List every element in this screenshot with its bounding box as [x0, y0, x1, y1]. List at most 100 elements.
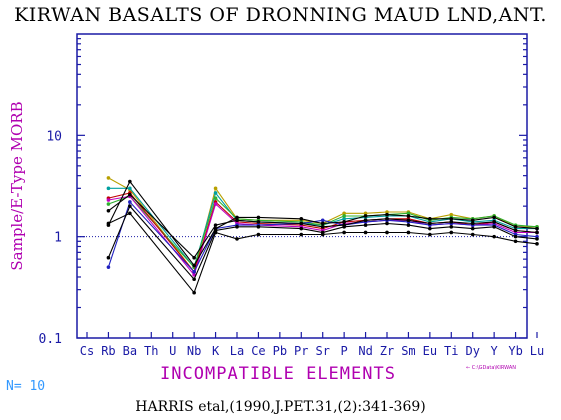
x-tick-label: Cs	[80, 344, 94, 358]
data-point	[449, 212, 454, 217]
data-point	[128, 179, 132, 184]
x-tick-label: P	[341, 344, 348, 358]
series-line	[107, 205, 538, 281]
x-tick-label: Nd	[358, 344, 372, 358]
data-point	[299, 221, 304, 226]
data-point	[213, 186, 218, 191]
data-point	[385, 210, 389, 214]
data-point	[106, 202, 111, 206]
data-point	[535, 237, 539, 241]
data-point	[406, 214, 411, 218]
data-point	[406, 218, 411, 223]
data-point	[470, 232, 475, 237]
data-point	[320, 218, 325, 223]
data-point	[363, 230, 368, 235]
data-point	[235, 215, 239, 220]
data-point	[106, 186, 111, 191]
x-tick-label: Ce	[251, 344, 265, 358]
data-point	[363, 218, 368, 223]
series-line	[108, 195, 538, 269]
data-point	[449, 220, 454, 224]
x-tick-label: Pb	[273, 344, 287, 358]
y-tick-label: 10	[46, 129, 62, 144]
data-point	[256, 215, 261, 220]
data-point	[492, 215, 496, 220]
data-point	[342, 217, 346, 221]
x-tick-labels: Cs Rb Ba Th U Nb K La Ce Pb Pr Sr P Nd Zr Sm Eu Ti Dy Y Yb Lu	[80, 344, 544, 358]
data-point	[192, 277, 196, 282]
data-point	[428, 232, 432, 237]
data-point	[235, 218, 239, 223]
data-point	[385, 217, 389, 221]
x-tick-label: Nb	[187, 344, 201, 358]
data-point	[449, 225, 454, 229]
series-line	[107, 180, 538, 267]
series-line	[108, 193, 538, 259]
data-point	[385, 221, 389, 226]
x-tick-label: Eu	[423, 344, 437, 358]
data-point	[213, 230, 218, 235]
series-7	[106, 179, 539, 268]
x-tick-label: Yb	[508, 344, 522, 358]
sample-count-label: N= 10	[6, 379, 46, 394]
data-point	[449, 230, 454, 235]
data-point	[299, 226, 304, 231]
data-point	[428, 226, 432, 231]
data-point	[213, 191, 218, 195]
data-point	[320, 232, 325, 237]
data-point	[128, 186, 132, 191]
data-point	[470, 221, 475, 226]
data-point	[535, 230, 539, 235]
data-point	[385, 212, 389, 217]
citation: HARRIS etal,(1990,J.PET.31,(2):341-369)	[135, 399, 426, 415]
plot-frame	[76, 33, 538, 339]
data-point	[128, 200, 132, 204]
data-point	[106, 198, 111, 202]
x-axis-label: INCOMPATIBLE ELEMENTS	[160, 364, 396, 384]
x-tick-label: Ti	[444, 344, 458, 358]
data-point	[128, 204, 132, 208]
data-point	[449, 217, 454, 221]
data-point	[106, 208, 111, 213]
data-point	[128, 192, 132, 197]
x-tick-label: Th	[144, 344, 158, 358]
data-point	[513, 228, 518, 233]
y-tick-label: 1	[54, 231, 62, 246]
data-point	[256, 220, 261, 224]
data-point	[428, 221, 432, 226]
data-point	[428, 217, 432, 221]
x-tick-label: Ba	[123, 344, 137, 358]
data-point	[299, 217, 304, 221]
series-10	[106, 211, 539, 295]
data-point	[192, 255, 196, 260]
x-tick-label: Lu	[530, 344, 544, 358]
series-lines	[106, 176, 539, 295]
data-point	[192, 290, 196, 295]
data-point	[385, 230, 389, 235]
data-point	[235, 237, 239, 241]
data-point	[342, 214, 346, 218]
x-tick-label: Zr	[380, 344, 394, 358]
data-point	[363, 214, 368, 218]
data-point	[406, 223, 411, 227]
source-file-note: ← C:\GData\KIRWAN	[466, 365, 516, 371]
data-point	[342, 230, 346, 235]
data-point	[342, 225, 346, 229]
x-tick-label: U	[169, 344, 176, 358]
data-point	[406, 211, 411, 216]
data-point	[513, 239, 518, 244]
data-point	[106, 255, 111, 260]
data-point	[320, 225, 325, 229]
series-9	[106, 204, 539, 282]
data-point	[256, 225, 261, 229]
x-tick-label: Sr	[315, 344, 329, 358]
data-point	[363, 223, 368, 227]
data-point	[535, 242, 539, 246]
data-point	[213, 202, 218, 206]
data-point	[342, 220, 346, 224]
series-line	[108, 187, 537, 269]
data-point	[213, 223, 218, 227]
y-tick-labels: 0.1 1 10	[39, 129, 62, 347]
data-point	[492, 225, 496, 229]
